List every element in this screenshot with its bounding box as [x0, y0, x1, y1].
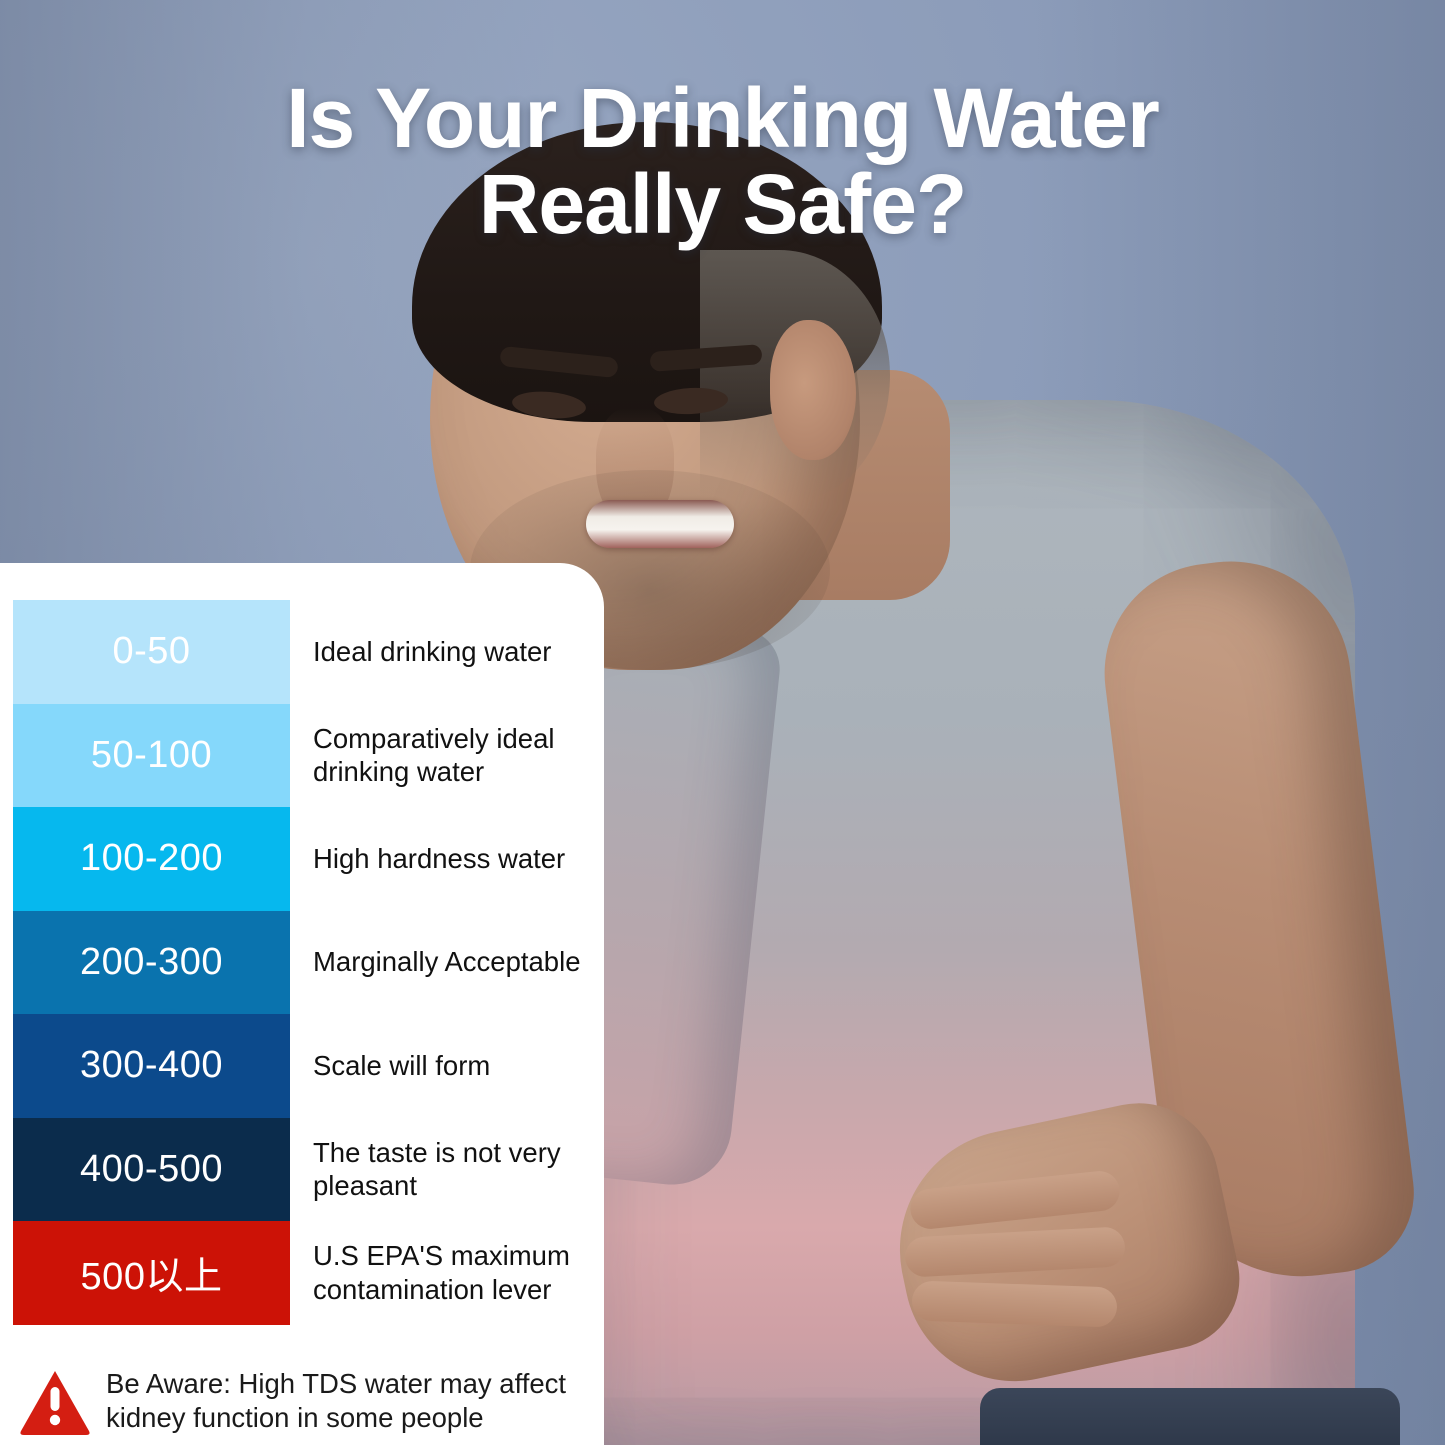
tds-range-swatch: 200-300 [13, 910, 290, 1014]
tds-range-swatch: 400-500 [13, 1117, 290, 1221]
subject-ear [770, 320, 856, 460]
tds-range-description: High hardness water [313, 842, 566, 874]
tds-row: 100-200 High hardness water [13, 807, 591, 911]
tds-range-description: U.S EPA'S maximum contamination lever [313, 1240, 570, 1305]
tds-row: 200-300 Marginally Acceptable [13, 910, 591, 1014]
page-title: Is Your Drinking Water Really Safe? [0, 75, 1445, 251]
tds-range-description: Scale will form [313, 1049, 491, 1081]
tds-range-swatch: 500以上 [13, 1221, 290, 1325]
tds-row: 300-400 Scale will form [13, 1014, 591, 1118]
warning-text: Be Aware: High TDS water may affect kidn… [106, 1368, 567, 1433]
headline-line-1: Is Your Drinking Water [286, 71, 1160, 165]
tds-range-swatch: 50-100 [13, 703, 290, 807]
headline-line-2: Really Safe? [478, 156, 968, 251]
tds-row: 0-50 Ideal drinking water [13, 600, 591, 704]
warning-note: Be Aware: High TDS water may affect kidn… [18, 1363, 588, 1437]
warning-triangle-icon [18, 1367, 92, 1437]
tds-scale-table: 0-50 Ideal drinking water 50-100 Comparativ… [13, 600, 591, 1325]
subject-jeans [980, 1388, 1400, 1445]
tds-range-description: Comparatively ideal drinking water [313, 722, 555, 788]
tds-row: 500以上 U.S EPA'S maximum contamination lev… [13, 1221, 591, 1325]
tds-row: 400-500 The taste is not very pleasant [13, 1117, 591, 1221]
tds-range-description: Ideal drinking water [313, 635, 552, 667]
subject-mouth [586, 500, 734, 548]
tds-range-swatch: 300-400 [13, 1014, 290, 1118]
tds-reference-card: 0-50 Ideal drinking water 50-100 Comparativ… [0, 563, 604, 1445]
tds-row: 50-100 Comparatively ideal drinking water [13, 703, 591, 807]
subject-finger [911, 1280, 1118, 1328]
tds-range-swatch: 0-50 [13, 600, 290, 704]
tds-range-description: The taste is not very pleasant [313, 1136, 561, 1202]
tds-range-swatch: 100-200 [13, 807, 290, 911]
tds-range-description: Marginally Acceptable [313, 946, 581, 978]
